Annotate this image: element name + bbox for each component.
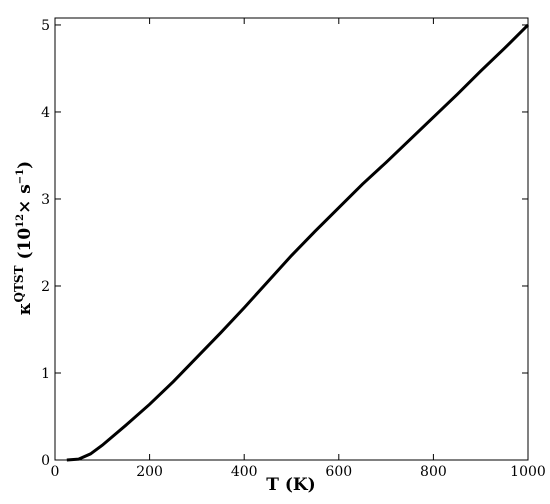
x-tick-label: 0 [51,464,60,480]
y-axis-label: κQTST (1012× s−1) [12,161,35,315]
x-tick-label: 800 [420,464,447,480]
y-tick-label: 2 [41,279,50,295]
y-label-part: QTST [12,265,26,302]
y-label-part: ) [15,161,35,169]
plot-frame [54,17,529,461]
x-tick-label: 600 [325,464,352,480]
y-tick-label: 5 [41,18,50,34]
x-axis-label: T (K) [266,475,315,495]
y-label-part: × s [15,184,35,214]
line [66,23,530,462]
y-label-part: −1 [15,169,26,184]
y-label-part: 12 [15,214,26,228]
y-tick-label: 1 [41,366,50,382]
y-tick-label: 3 [41,192,50,208]
x-tick-label: 400 [231,464,258,480]
y-label-part: (10 [15,228,35,266]
x-tick-label: 1000 [510,464,546,480]
y-tick-label: 4 [41,105,50,121]
y-label-part: κ [15,302,35,315]
x-tick-label: 200 [136,464,163,480]
y-tick-label: 0 [41,453,50,469]
